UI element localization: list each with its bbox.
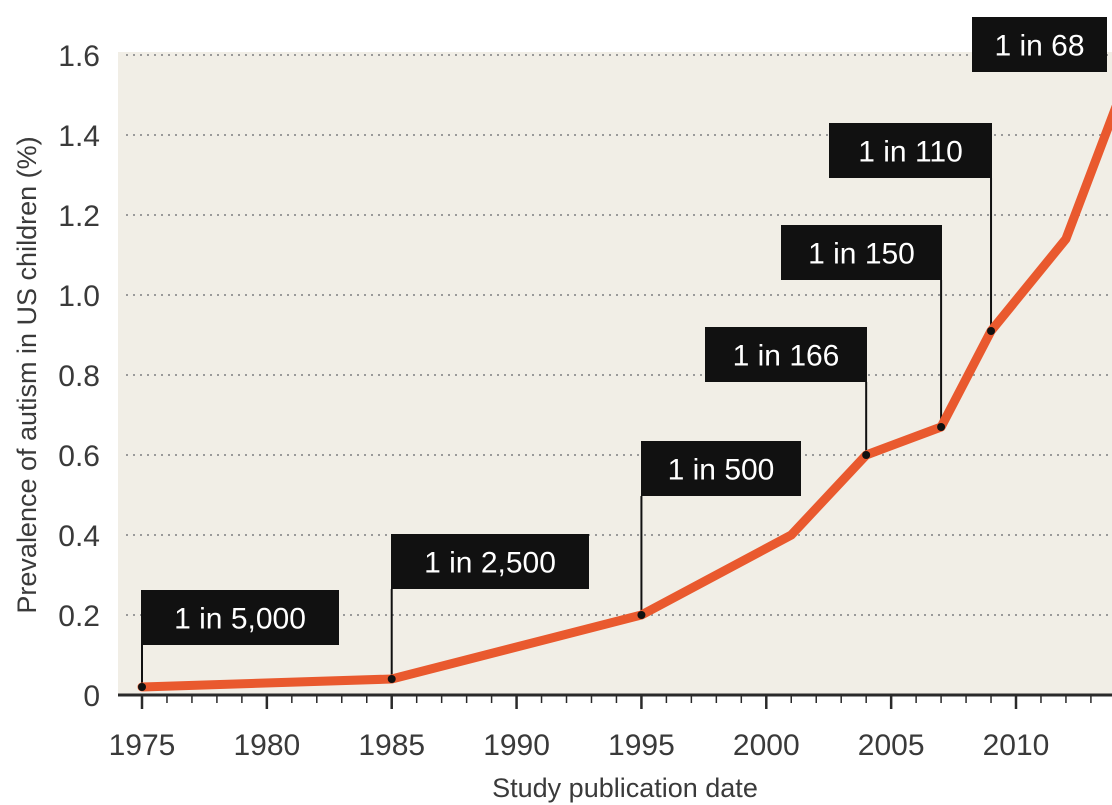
x-tick-label: 1975 (109, 729, 176, 762)
x-tick-label: 1985 (358, 729, 425, 762)
data-point (937, 423, 946, 431)
callout: 1 in 5,000 (141, 590, 339, 645)
y-tick-label: 1.4 (58, 120, 100, 153)
callout-label: 1 in 2,500 (424, 547, 556, 580)
y-tick-label: 0.2 (58, 600, 100, 633)
callout: 1 in 110 (829, 123, 992, 178)
y-axis-title: Prevalence of autism in US children (%) (12, 136, 42, 613)
callout-box (705, 327, 867, 382)
callout-leader-lines (141, 178, 993, 687)
y-tick-label: 0 (83, 680, 100, 713)
x-axis (118, 693, 1112, 709)
y-tick-label: 1.2 (58, 200, 100, 233)
callout-box (641, 441, 801, 496)
y-tick-label: 0.6 (58, 440, 100, 473)
x-tick-label: 1995 (608, 729, 675, 762)
data-point (637, 611, 646, 619)
callout-label: 1 in 5,000 (174, 603, 306, 636)
callout-box (781, 225, 942, 280)
callout-label: 1 in 166 (733, 340, 840, 373)
callouts: 1 in 5,000 1 in 2,500 1 in 500 1 in 166 1 in… (141, 17, 1107, 645)
x-tick-label: 2010 (983, 729, 1050, 762)
callout-box (141, 590, 339, 645)
callout: 1 in 68 (972, 17, 1107, 72)
x-tick-label: 1980 (233, 729, 300, 762)
x-axis-title: Study publication date (492, 773, 758, 803)
data-point (138, 683, 146, 691)
data-point (987, 327, 996, 335)
callout-label: 1 in 500 (668, 454, 775, 487)
callout-box (391, 534, 589, 589)
callout-box (972, 17, 1107, 72)
y-tick-label: 1.0 (58, 280, 100, 313)
x-tick-label: 1990 (483, 729, 550, 762)
callout-label: 1 in 150 (808, 238, 915, 271)
x-tick-label: 2000 (733, 729, 800, 762)
callout-box (829, 123, 992, 178)
callout: 1 in 2,500 (391, 534, 589, 589)
y-axis-tick-labels: 0 0.2 0.4 0.6 0.8 1.0 1.2 1.4 1.6 (58, 40, 100, 713)
x-tick-label: 2005 (858, 729, 925, 762)
y-tick-label: 1.6 (58, 40, 100, 73)
callout-label: 1 in 68 (994, 30, 1084, 63)
callout-label: 1 in 110 (858, 136, 963, 169)
callout: 1 in 150 (781, 225, 942, 280)
data-points (138, 327, 996, 691)
data-point (387, 675, 396, 683)
callout: 1 in 500 (641, 441, 801, 496)
y-tick-label: 0.8 (58, 360, 100, 393)
y-tick-label: 0.4 (58, 520, 100, 553)
callout: 1 in 166 (705, 327, 867, 382)
x-axis-tick-labels: 1975 1980 1985 1990 1995 2000 2005 2010 (109, 729, 1050, 762)
data-point (862, 451, 871, 459)
